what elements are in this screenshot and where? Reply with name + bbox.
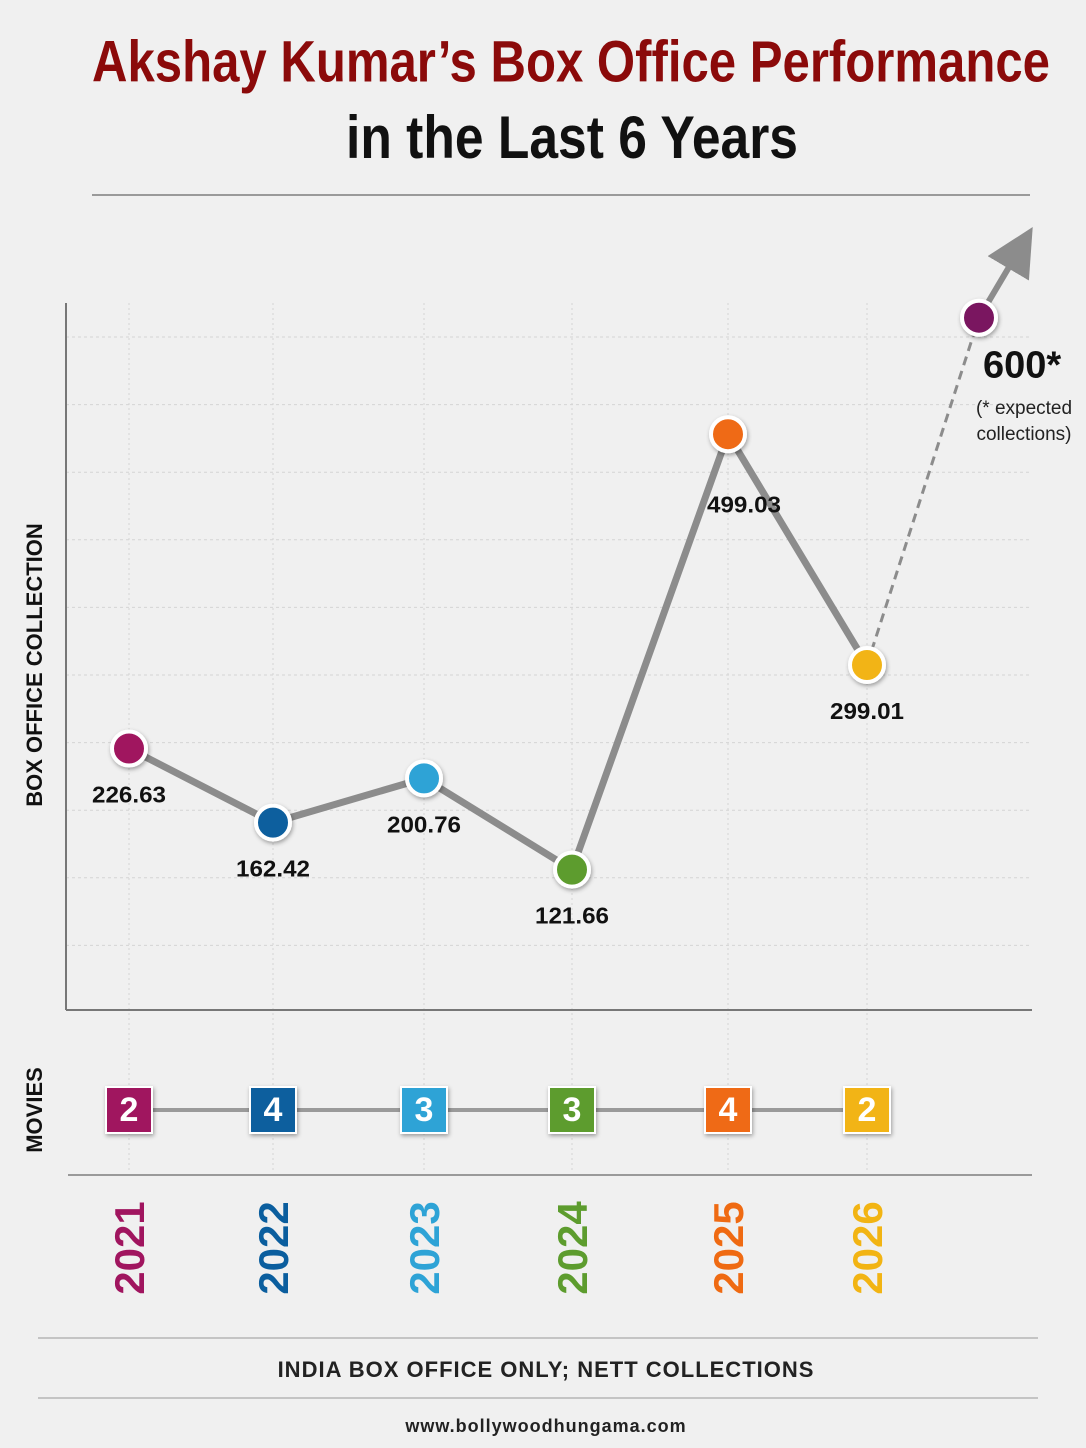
movie-count: 3 [563, 1091, 582, 1129]
point [254, 803, 292, 842]
point [848, 645, 886, 684]
movie-count: 2 [120, 1091, 139, 1129]
movie-count: 3 [415, 1091, 434, 1129]
annotation: (* expected collections) [975, 398, 1073, 445]
x-tick-label: 2024 [549, 1201, 596, 1295]
chart-subtitle: in the Last 6 Years [346, 104, 798, 171]
movie-box [105, 1086, 153, 1134]
point [405, 759, 443, 798]
movie-count: 4 [719, 1091, 738, 1129]
data-label: 499.03 [707, 491, 781, 517]
x-tick-label: 2023 [401, 1201, 448, 1294]
projection-line [865, 317, 981, 666]
x-tick-label: 2022 [250, 1201, 297, 1294]
x-tick-label: 2026 [844, 1201, 891, 1294]
movie-count: 2 [858, 1091, 877, 1129]
movie-box [249, 1086, 297, 1134]
data-label: 162.42 [236, 856, 310, 882]
data-label: 121.66 [535, 903, 609, 929]
chart-title: Akshay Kumar’s Box Office Performance [92, 29, 1050, 94]
movie-box [843, 1086, 891, 1134]
point [110, 729, 148, 768]
data-label: 600* [983, 345, 1061, 387]
movie-box [400, 1086, 448, 1134]
y-axis-label: BOX OFFICE COLLECTION [22, 523, 47, 807]
data-label: 299.01 [830, 698, 904, 724]
x-tick-label: 2025 [705, 1201, 752, 1294]
point [553, 850, 591, 889]
source: www.bollywoodhungama.com [404, 1416, 686, 1436]
data-label: 200.76 [387, 811, 461, 837]
point [960, 298, 998, 337]
point [709, 415, 747, 454]
movie-box [704, 1086, 752, 1134]
footnote: INDIA BOX OFFICE ONLY; NETT COLLECTIONS [278, 1357, 815, 1382]
line [127, 430, 870, 874]
movies-label: MOVIES [22, 1067, 47, 1153]
data-label: 226.63 [92, 782, 166, 808]
movie-box [548, 1086, 596, 1134]
movie-count: 4 [264, 1091, 283, 1129]
x-tick-label: 2021 [106, 1201, 153, 1294]
